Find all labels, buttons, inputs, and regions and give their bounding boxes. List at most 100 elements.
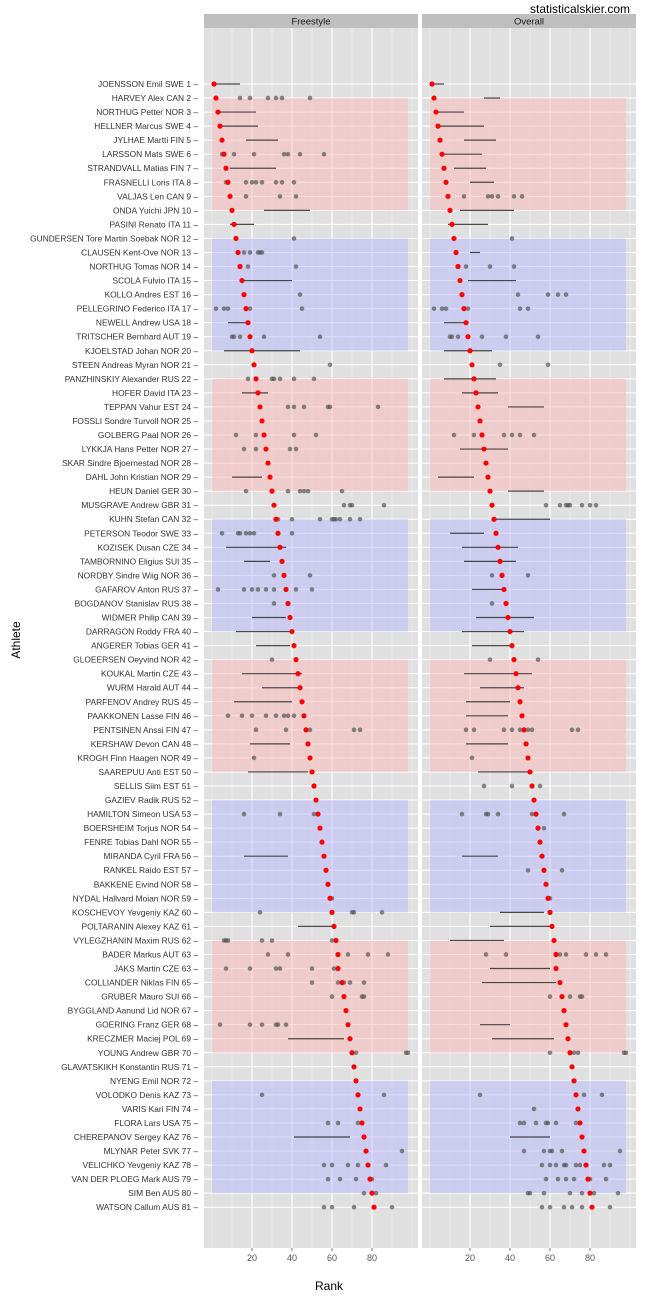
current-rank-point <box>279 558 285 564</box>
rank-band <box>212 378 408 492</box>
past-rank-point <box>341 502 347 508</box>
past-rank-point <box>259 1092 265 1098</box>
current-rank-point <box>229 207 235 213</box>
current-rank-point <box>349 1050 355 1056</box>
current-rank-point <box>271 502 277 508</box>
past-rank-point <box>355 1162 361 1168</box>
x-tick-label: 40 <box>505 1253 515 1263</box>
athlete-label: PAAKKONEN Lasse FIN 46 – <box>87 711 198 721</box>
current-rank-point <box>481 446 487 452</box>
past-rank-point <box>515 292 521 297</box>
current-rank-point <box>299 699 305 705</box>
past-rank-point <box>365 952 371 957</box>
current-rank-point <box>345 1022 351 1028</box>
past-rank-point <box>307 727 313 733</box>
current-rank-point <box>221 151 227 157</box>
current-rank-point <box>433 109 439 115</box>
athlete-label: HOFER David ITA 23 – <box>112 388 198 398</box>
current-rank-point <box>431 95 437 101</box>
past-rank-point <box>243 194 249 199</box>
past-rank-point <box>259 1022 265 1027</box>
athlete-label: FOSSLI Sondre Turvoll NOR 25 – <box>72 416 198 426</box>
past-rank-point <box>461 194 467 199</box>
current-rank-point <box>553 951 559 958</box>
past-rank-point <box>263 587 269 592</box>
x-tick-label: 40 <box>287 1253 297 1263</box>
current-rank-point <box>283 586 289 593</box>
athlete-label: KOUKAL Martin CZE 43 – <box>101 669 198 679</box>
current-rank-point <box>245 320 251 326</box>
current-rank-point <box>539 853 545 859</box>
facet-strip <box>422 14 636 28</box>
current-rank-point <box>295 671 301 677</box>
past-rank-point <box>305 488 311 494</box>
past-rank-point <box>443 306 449 311</box>
current-rank-point <box>513 671 519 677</box>
past-rank-point <box>291 404 297 410</box>
athlete-label: TAMBORNINO Eligius SUI 35 – <box>80 556 198 566</box>
past-rank-point <box>265 95 271 101</box>
past-rank-point <box>531 432 537 438</box>
past-rank-point <box>607 1204 613 1210</box>
current-rank-point <box>549 923 555 930</box>
current-rank-point <box>315 811 321 817</box>
current-rank-point <box>525 755 531 761</box>
past-rank-point <box>563 952 569 957</box>
past-rank-point <box>347 516 353 522</box>
current-rank-point <box>471 376 477 382</box>
current-rank-point <box>257 404 263 410</box>
past-rank-point <box>285 952 291 957</box>
panel-background <box>422 28 636 1248</box>
athlete-label: KRECZMER Maciej POL 69 – <box>87 1034 198 1044</box>
athlete-label: PELLEGRINO Federico ITA 17 – <box>77 304 199 314</box>
past-rank-point <box>465 306 471 311</box>
rank-band <box>212 238 408 351</box>
past-rank-point <box>557 502 563 508</box>
current-rank-point <box>521 727 527 733</box>
past-rank-point <box>557 952 563 957</box>
current-rank-point <box>497 558 503 564</box>
current-rank-point <box>351 1064 357 1070</box>
past-rank-point <box>285 713 291 719</box>
current-rank-point <box>561 1008 567 1014</box>
athlete-label: BAKKENE Eivind NOR 58 – <box>94 879 199 889</box>
facet-label: Freestyle <box>291 17 330 28</box>
past-rank-point <box>569 1204 575 1210</box>
past-rank-point <box>439 306 445 311</box>
athlete-label: VAN DER PLOEG Mark AUS 79 – <box>72 1174 199 1184</box>
past-rank-point <box>313 432 319 438</box>
past-rank-point <box>293 194 299 199</box>
past-rank-point <box>251 151 257 157</box>
past-rank-point <box>225 713 231 719</box>
past-rank-point <box>471 727 477 733</box>
current-rank-point <box>467 348 473 354</box>
current-rank-point <box>575 1106 581 1112</box>
past-rank-point <box>451 432 457 438</box>
past-rank-point <box>537 783 543 789</box>
current-rank-point <box>485 474 491 480</box>
past-rank-point <box>593 952 599 957</box>
current-rank-point <box>511 657 517 663</box>
past-rank-point <box>351 910 357 915</box>
rank-band <box>212 659 408 772</box>
current-rank-point <box>335 951 341 958</box>
current-rank-point <box>339 979 345 986</box>
current-rank-point <box>449 221 455 227</box>
athlete-label: HARVEY Alex CAN 2 – <box>112 93 199 103</box>
past-rank-point <box>571 1176 577 1182</box>
past-rank-point <box>291 376 297 382</box>
athlete-label: FRASNELLI Loris ITA 8 – <box>104 177 199 187</box>
past-rank-point <box>575 1050 581 1056</box>
current-rank-point <box>529 783 535 789</box>
past-rank-point <box>527 1190 533 1196</box>
current-rank-point <box>579 1134 585 1140</box>
past-rank-point <box>271 587 277 592</box>
past-rank-point <box>517 306 523 311</box>
past-rank-point <box>259 938 265 943</box>
athlete-label: KOZISEK Dusan CZE 34 – <box>97 542 198 552</box>
past-rank-point <box>249 713 255 719</box>
past-rank-point <box>329 994 335 999</box>
past-rank-point <box>487 657 493 662</box>
current-rank-point <box>571 1078 577 1084</box>
athlete-label: NORTHUG Tomas NOR 14 – <box>89 262 198 272</box>
